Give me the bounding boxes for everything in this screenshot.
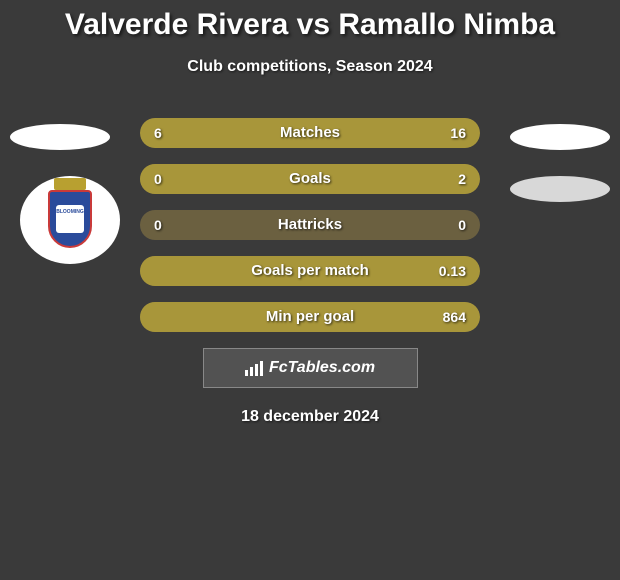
stats-chart: 6 Matches 16 0 Goals 2 0 Hattricks 0 Goa… — [140, 118, 480, 332]
branding-box: FcTables.com — [203, 348, 418, 388]
stat-label: Matches — [140, 118, 480, 148]
stat-row: 6 Matches 16 — [140, 118, 480, 148]
club-badge: BLOOMING — [20, 176, 120, 264]
stat-right-value: 16 — [450, 118, 466, 148]
bars-icon — [245, 361, 263, 376]
page-title: Valverde Rivera vs Ramallo Nimba — [0, 8, 620, 42]
branding-text: FcTables.com — [269, 359, 375, 377]
player-badge-right-2 — [510, 176, 610, 202]
subtitle: Club competitions, Season 2024 — [0, 58, 620, 76]
date-text: 18 december 2024 — [0, 408, 620, 426]
club-badge-text: BLOOMING — [56, 205, 84, 233]
player-badge-left — [10, 124, 110, 150]
player-badge-right — [510, 124, 610, 150]
